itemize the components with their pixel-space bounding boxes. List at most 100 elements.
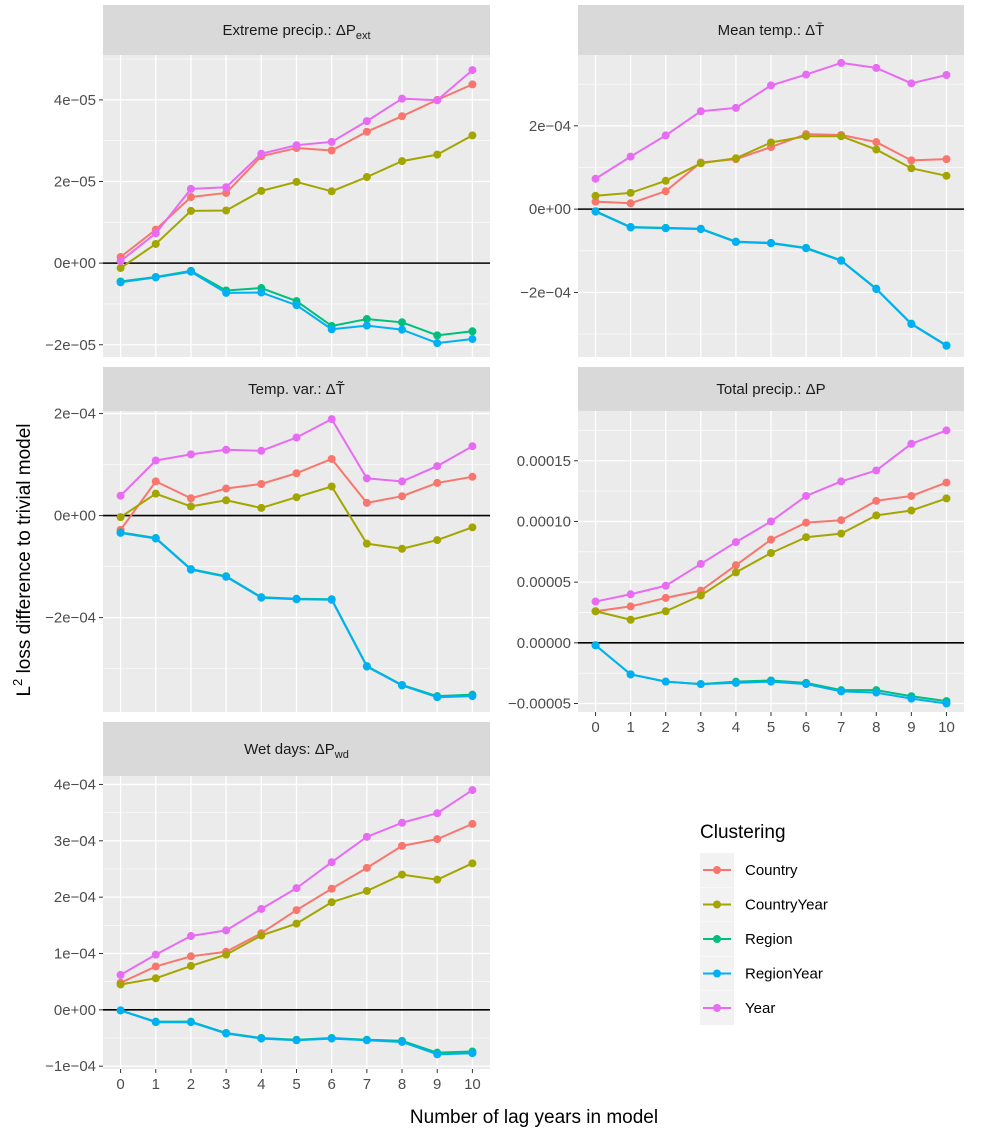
y-tick-label: 0e+00 (54, 508, 96, 525)
data-point-countryyear (872, 511, 881, 520)
data-point-regionyear (731, 238, 740, 247)
data-point-regionyear (116, 278, 125, 287)
data-point-countryyear (151, 489, 160, 498)
legend: Clustering Country CountryYear Region Region… (700, 822, 828, 1025)
panel-title-main: Wet days: ΔP (244, 741, 335, 758)
legend-label: Region (745, 931, 793, 948)
data-point-regionyear (433, 339, 442, 348)
data-point-countryyear (731, 154, 740, 163)
data-point-year (731, 103, 740, 112)
panel-title: Temp. var.: ΔT̃ (248, 381, 345, 398)
data-point-countryyear (802, 132, 811, 141)
panel-strip (103, 367, 490, 411)
data-point-country (151, 477, 160, 486)
panel-title: Extreme precip.: ΔPext (222, 22, 370, 42)
data-point-country (327, 454, 336, 463)
y-tick-label: 2e−04 (529, 118, 571, 135)
data-point-year (626, 590, 635, 599)
data-point-countryyear (116, 513, 125, 522)
data-point-countryyear (398, 870, 407, 879)
data-point-countryyear (327, 482, 336, 491)
panel-total-precip: Total precip.: ΔP −0.00005 0.00000 0.00005 0… (508, 367, 964, 736)
panel-title: Mean temp.: ΔT̄ (718, 22, 825, 39)
data-point-countryyear (292, 919, 301, 928)
series-year (116, 786, 477, 979)
data-point-regionyear (907, 694, 916, 703)
y-tick-label: 0.00010 (517, 513, 571, 530)
legend-key-point (713, 866, 721, 874)
data-point-countryyear (872, 145, 881, 154)
data-point-country (186, 952, 195, 961)
data-point-year (626, 152, 635, 161)
series-regionyear (591, 207, 951, 350)
x-tick-label: 10 (464, 1076, 481, 1093)
data-point-region (468, 327, 477, 336)
legend-label: CountryYear (745, 897, 828, 914)
data-point-countryyear (222, 496, 231, 505)
data-point-regionyear (433, 1050, 442, 1059)
data-point-year (257, 149, 266, 158)
data-point-year (327, 858, 336, 867)
data-point-regionyear (151, 273, 160, 282)
data-point-countryyear (433, 536, 442, 545)
data-point-countryyear (942, 171, 951, 180)
data-point-regionyear (802, 244, 811, 253)
data-point-regionyear (257, 288, 266, 297)
legend-item-country: Country (700, 853, 798, 887)
data-point-countryyear (257, 503, 266, 512)
data-point-country (661, 187, 670, 196)
data-point-regionyear (731, 678, 740, 687)
data-point-countryyear (362, 173, 371, 182)
series-regionyear (591, 641, 951, 708)
data-point-regionyear (872, 285, 881, 294)
data-point-countryyear (362, 539, 371, 548)
data-point-year (433, 809, 442, 818)
x-tick-label: 9 (433, 1076, 441, 1093)
data-point-regionyear (398, 325, 407, 334)
x-tick-label: 2 (662, 719, 670, 736)
legend-key-point (713, 935, 721, 943)
legend-label: Country (745, 862, 798, 879)
data-point-regionyear (696, 680, 705, 689)
data-point-year (837, 58, 846, 67)
legend-label: Year (745, 1000, 775, 1017)
data-point-countryyear (767, 549, 775, 558)
x-tick-label: 4 (732, 719, 740, 736)
y-tick-label: 2e−04 (54, 889, 96, 906)
data-point-countryyear (398, 544, 407, 553)
data-point-regionyear (398, 1037, 407, 1046)
data-point-regionyear (591, 641, 600, 650)
x-tick-label: 9 (907, 719, 915, 736)
data-point-year (292, 141, 301, 150)
panel-title: Total precip.: ΔP (716, 381, 825, 398)
data-point-countryyear (591, 191, 600, 200)
data-point-regionyear (468, 692, 477, 701)
data-point-year (468, 442, 477, 451)
y-tick-label: −2e−05 (45, 337, 96, 354)
panel-strip (103, 5, 490, 55)
data-point-countryyear (767, 138, 775, 147)
data-point-regionyear (257, 593, 266, 602)
series-countryyear (116, 859, 477, 989)
data-point-country (362, 863, 371, 872)
legend-key-point (713, 969, 721, 978)
series-regionyear (116, 1006, 477, 1059)
y-tick-label: 0.00000 (517, 635, 571, 652)
data-point-year (222, 445, 231, 454)
series-year (591, 58, 951, 183)
data-point-regionyear (661, 224, 670, 233)
data-point-regionyear (186, 1018, 195, 1027)
data-point-country (327, 884, 336, 893)
legend-item-year: Year (700, 991, 775, 1025)
data-point-country (186, 494, 195, 503)
data-point-countryyear (433, 150, 442, 159)
panel-title: Wet days: ΔPwd (244, 741, 349, 761)
data-point-regionyear (116, 528, 125, 537)
panel-title-main: Mean temp.: ΔT̄ (718, 22, 825, 39)
y-tick-label: 0e+00 (529, 201, 571, 218)
data-point-regionyear (327, 325, 336, 334)
data-point-regionyear (362, 662, 371, 671)
panel-mean-temp: Mean temp.: ΔT̄ −2e−04 0e+00 2e−04 (520, 5, 964, 357)
legend-label: RegionYear (745, 966, 823, 983)
x-tick-label: 4 (257, 1076, 265, 1093)
